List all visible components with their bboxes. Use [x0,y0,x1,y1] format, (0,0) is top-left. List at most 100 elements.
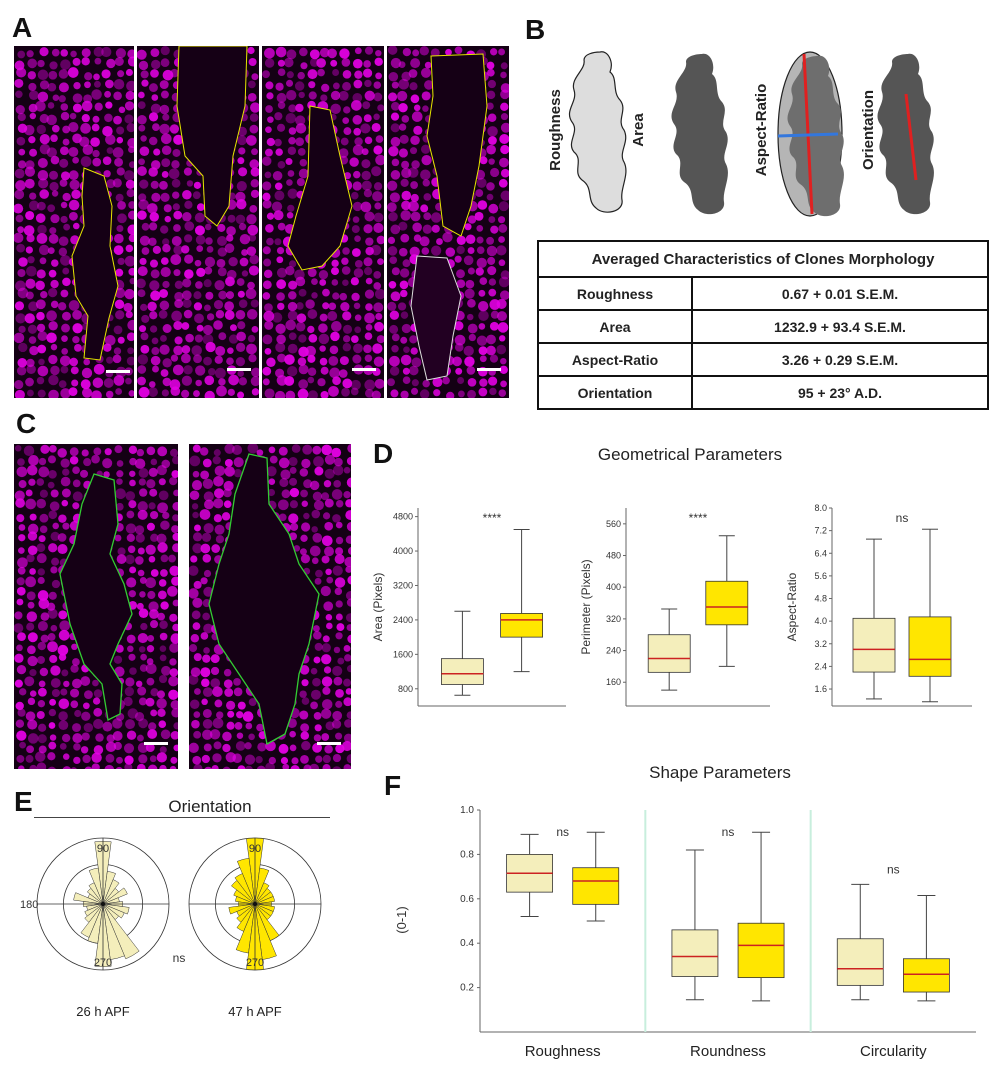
title-rule [34,817,330,818]
tick-label: 0.2 [460,983,474,994]
tick-label: 1.0 [460,805,474,816]
tick-label: 0.6 [460,894,474,905]
table-row: Roughness 0.67 + 0.01 S.E.M. [537,276,989,311]
aspect-ratio-shape [777,51,844,217]
scale-bar [477,368,501,371]
tick-label: 240 [606,646,621,656]
micrograph-a2 [137,46,259,398]
rose-bin [234,873,256,905]
rose-bin [236,857,256,905]
table-row: Area 1232.9 + 93.4 S.E.M. [537,309,989,344]
significance-label: ns [887,862,900,876]
orientation-rose-plots: 90 270 26 h APF 90 270 47 h APF 180 ns [20,837,322,1019]
tick-label: 3200 [393,580,413,590]
significance-label: **** [483,511,502,525]
rose-plot: 90 270 47 h APF [188,837,322,1019]
tick-label: 560 [606,519,621,529]
tick-label: 0.4 [460,938,474,949]
shape-illustrations [568,51,934,217]
micrograph-a1 [14,46,134,398]
box [737,922,785,979]
tick-label: 8.0 [814,503,827,513]
scale-bar [144,742,168,745]
rose-plot: 90 270 26 h APF [36,837,170,1019]
area-boxplot: 800 1600 2400 3200 4000 4800 Area (Pixels) **** [371,508,566,707]
tick-label: 800 [398,684,413,694]
rose-bin [102,879,120,905]
y-axis-label: Area (Pixels) [371,573,385,642]
table-cell-name: Roughness [537,276,693,311]
box [671,929,719,977]
rose-center [100,901,106,907]
tick-label: 4.8 [814,594,827,604]
angle-label-180: 180 [20,899,38,911]
scale-bar [317,742,341,745]
box [441,658,484,685]
perimeter-boxplot: 160 240 320 400 480 560 Perimeter (Pixels) **** [579,508,770,707]
rose-bin [254,896,275,905]
rose-bin [233,889,256,905]
table-cell-value: 3.26 + 0.29 S.E.M. [691,342,989,377]
rose-bin [102,887,128,905]
tick-label: 3.2 [814,639,827,649]
tick-label: 1600 [393,649,413,659]
box [500,613,544,638]
box [647,634,691,673]
tick-label: 320 [606,614,621,624]
tick-label: 1.6 [814,684,827,694]
angle-label-90: 90 [97,843,109,855]
table-cell-name: Area [537,309,693,344]
rose-group-label: 26 h APF [76,1004,130,1019]
orientation-shape [877,53,934,215]
y-axis-label: (0-1) [394,906,409,933]
significance-label: ns [556,825,569,839]
scale-bar [106,370,130,373]
angle-label-270: 270 [94,957,112,969]
tick-label: 6.4 [814,548,827,558]
tick-label: 2400 [393,615,413,625]
tick-label: 5.6 [814,571,827,581]
tick-label: 160 [606,677,621,687]
rose-center [252,901,258,907]
table-title: Averaged Characteristics of Clones Morph… [537,240,989,278]
panel-label-e: E [14,786,33,817]
tick-label: 4800 [393,512,413,522]
aspect-ratio-boxplot: 1.6 2.4 3.2 4.0 4.8 5.6 6.4 7.2 8.0 Aspect-Ratio n… [785,503,972,707]
shape-parameters-boxplot: 0.2 0.4 0.6 0.8 1.0 (0-1) Roughness ns Roundness… [394,805,976,1060]
rose-bin [231,880,256,905]
box [836,938,884,986]
significance-label: **** [689,511,708,525]
box [852,617,896,673]
panel-label-c: C [16,408,37,439]
category-label: Circularity [860,1043,927,1060]
tick-label: 0.8 [460,849,474,860]
rose-bin [102,903,125,919]
tick-label: 2.4 [814,661,827,671]
shape-parameters-title: Shape Parameters [649,763,791,782]
table-row: Orientation 95 + 23° A.D. [537,375,989,410]
table-cell-value: 0.67 + 0.01 S.E.M. [691,276,989,311]
morphology-table: Averaged Characteristics of Clones Morph… [537,240,989,410]
category-label: Roundness [690,1043,766,1060]
micrograph-c1 [14,444,178,769]
table-cell-value: 1232.9 + 93.4 S.E.M. [691,309,989,344]
tick-label: 480 [606,551,621,561]
significance-label: ns [722,825,735,839]
box [908,616,952,677]
scale-bar [227,368,251,371]
rose-bin [86,887,104,905]
micrograph-a4 [387,46,509,398]
table-cell-value: 95 + 23° A.D. [691,375,989,410]
table-cell-name: Orientation [537,375,693,410]
box [705,580,749,626]
orientation-title: Orientation [168,797,252,816]
tick-label: 400 [606,582,621,592]
geometrical-parameters-title: Geometrical Parameters [597,445,783,464]
tick-label: 7.2 [814,526,827,536]
angle-label-270: 270 [246,957,264,969]
box [572,867,620,905]
category-label: Roughness [525,1043,601,1060]
micrograph-a3 [262,46,384,398]
panel-label-b: B [525,14,546,45]
nuclei-texture [14,46,134,398]
